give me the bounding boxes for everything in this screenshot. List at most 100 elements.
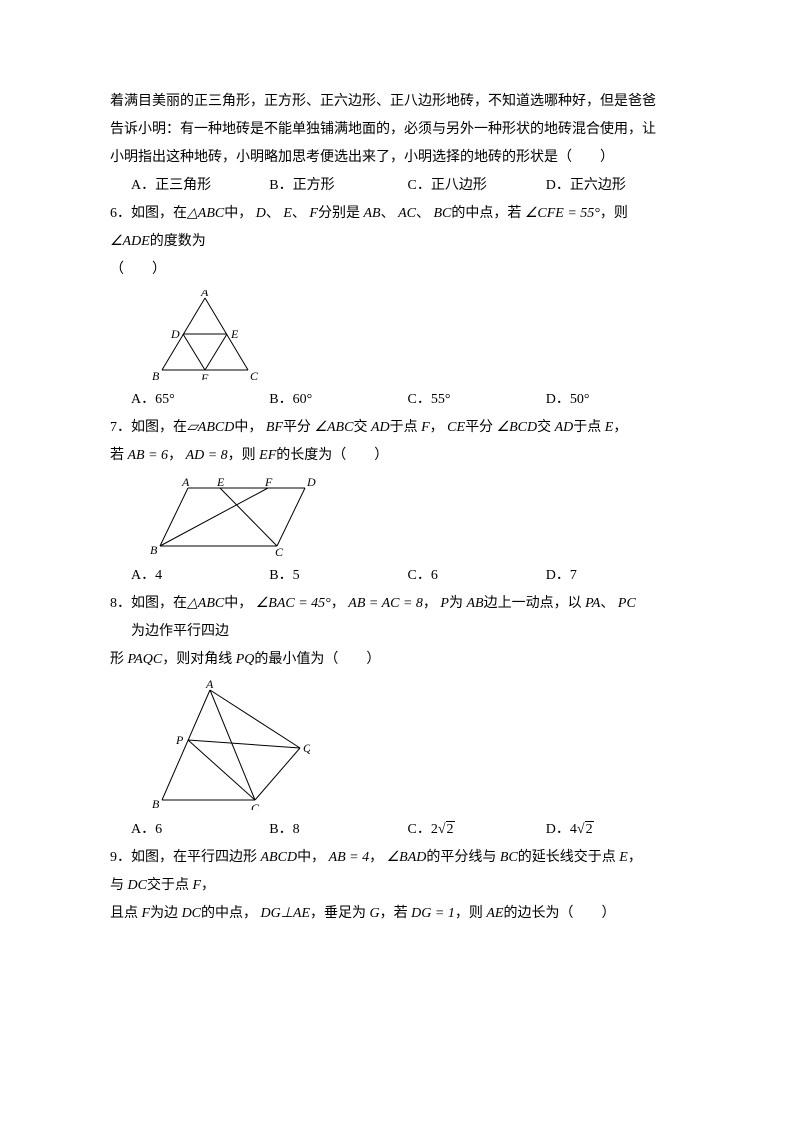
q8-optB: B．8 xyxy=(269,816,407,844)
q8-t2: 中， xyxy=(224,596,252,611)
svg-text:E: E xyxy=(216,476,225,489)
q8-t10: 的最小值为（ ） xyxy=(254,652,380,667)
q9-dg1: DG = 1 xyxy=(411,906,455,921)
q7-ad: AD xyxy=(371,420,390,435)
q6-figure: ABCDEF xyxy=(150,290,684,380)
q6-cfe: ∠CFE = 55° xyxy=(525,206,600,221)
q9-t5: 的延长线交于点 xyxy=(518,850,616,865)
q5-optD: D．正六边形 xyxy=(546,172,684,200)
q8-p: P xyxy=(440,596,449,611)
q6-d: D xyxy=(256,206,266,221)
q8-abac: AB = AC = 8 xyxy=(348,596,423,611)
q5-optB: B．正方形 xyxy=(269,172,407,200)
q8-pq: PQ xyxy=(236,652,255,667)
q9-dc2: DC xyxy=(182,906,201,921)
q8-optC-rad: 2 xyxy=(446,821,455,837)
q8-line3: 形 PAQC，则对角线 PQ的最小值为（ ） xyxy=(110,646,684,674)
q7-parallelogram-svg: A E F D B C xyxy=(150,476,320,556)
q9-ae: AE xyxy=(486,906,503,921)
q7-ab6: AB = 6 xyxy=(128,448,169,463)
q8-line1: 8．如图，在△ABC中， ∠BAC = 45°， AB = AC = 8， P为… xyxy=(110,590,684,618)
q8-t5: 为 xyxy=(449,596,463,611)
q9-t15: ，则 xyxy=(455,906,483,921)
q9-t10: 且点 xyxy=(110,906,138,921)
q5-optA: A．正三角形 xyxy=(131,172,269,200)
q8-figure: ABCPQ xyxy=(150,680,684,810)
q9-t14: ，若 xyxy=(380,906,408,921)
q6-t9: ，则 xyxy=(600,206,628,221)
sqrt-icon: 2 xyxy=(438,816,455,844)
q7-t7: 平分 xyxy=(465,420,493,435)
q8-triangle-svg: ABCPQ xyxy=(150,680,310,810)
q6-abc: △ABC xyxy=(187,206,224,221)
q8-t7: 、 xyxy=(600,596,614,611)
q6-line3: （ ） xyxy=(110,256,684,284)
q7-t4: 交 xyxy=(353,420,367,435)
q6-optD: D．50° xyxy=(546,386,684,414)
q7-t5: 于点 xyxy=(390,420,418,435)
q9-line3: 且点 F为边 DC的中点， DG⊥AE，垂足为 G，若 DG = 1，则 AE的… xyxy=(110,900,684,928)
svg-text:D: D xyxy=(170,327,180,341)
q6-e: E xyxy=(283,206,292,221)
q6-t6: 、 xyxy=(381,206,395,221)
q7-line1: 7．如图，在▱ABCD中， BF平分 ∠ABC交 AD于点 F， CE平分 ∠B… xyxy=(110,414,684,442)
svg-text:C: C xyxy=(275,545,284,556)
q8-optC-coef: 2 xyxy=(431,822,438,837)
q9-t3: ， xyxy=(369,850,383,865)
q6-line2: ∠ADE的度数为 xyxy=(110,228,684,256)
svg-text:C: C xyxy=(250,369,259,380)
q6-t4: 、 xyxy=(292,206,306,221)
q9-dc: DC xyxy=(128,878,147,893)
q6-line1: 6．如图，在△ABC中， D、 E、 F分别是 AB、 AC、 BC的中点，若 … xyxy=(110,200,684,228)
svg-text:C: C xyxy=(251,801,260,810)
q9-f2: F xyxy=(142,906,151,921)
q7-t13: ，则 xyxy=(228,448,256,463)
q7-abc: ∠ABC xyxy=(314,420,353,435)
svg-text:A: A xyxy=(200,290,209,299)
q6-ade: ∠ADE xyxy=(110,234,150,249)
q5-line2: 告诉小明：有一种地砖是不能单独铺满地面的，必须与另外一种形状的地砖混合使用，让 xyxy=(110,116,684,144)
q9-t8: 交于点 xyxy=(147,878,189,893)
q7-ef: EF xyxy=(259,448,276,463)
q9-bc: BC xyxy=(500,850,518,865)
q7-t8: 交 xyxy=(537,420,551,435)
q9-f: F xyxy=(192,878,201,893)
q8-t9: ，则对角线 xyxy=(162,652,232,667)
svg-text:F: F xyxy=(264,476,273,489)
q8-bac: ∠BAC = 45° xyxy=(256,596,331,611)
q9-t4: 的平分线与 xyxy=(426,850,496,865)
q6-f: F xyxy=(309,206,318,221)
q7-t6: ， xyxy=(430,420,444,435)
q6-triangle-svg: ABCDEF xyxy=(150,290,260,380)
q8-optC: C．22 xyxy=(408,816,546,844)
svg-text:D: D xyxy=(306,476,316,489)
q9-t2: 中， xyxy=(297,850,325,865)
q8-t3: ， xyxy=(331,596,345,611)
q7-optB: B．5 xyxy=(269,562,407,590)
q6-optB: B．60° xyxy=(269,386,407,414)
q5-line3: 小明指出这种地砖，小明略加思考便选出来了，小明选择的地砖的形状是（ ） xyxy=(110,144,684,172)
q5-options: A．正三角形 B．正方形 C．正八边形 D．正六边形 xyxy=(131,172,684,200)
q9-t7: 与 xyxy=(110,878,124,893)
q7-t3: 平分 xyxy=(283,420,311,435)
q8-t8: 形 xyxy=(110,652,124,667)
svg-text:B: B xyxy=(152,369,160,380)
svg-text:B: B xyxy=(150,543,158,556)
q6-bc: BC xyxy=(433,206,451,221)
svg-text:Q: Q xyxy=(303,741,310,755)
q8-pa: PA xyxy=(585,596,600,611)
svg-text:A: A xyxy=(181,476,190,489)
sqrt-icon: 2 xyxy=(577,816,594,844)
q9-ab4: AB = 4 xyxy=(329,850,370,865)
q7-f: F xyxy=(421,420,430,435)
q9-abcd: ABCD xyxy=(261,850,298,865)
q9-t1: 9．如图，在平行四边形 xyxy=(110,850,257,865)
q9-g: G xyxy=(370,906,380,921)
q8-optA: A．6 xyxy=(131,816,269,844)
q6-ab: AB xyxy=(363,206,380,221)
q7-t12: ， xyxy=(168,448,182,463)
q8-options: A．6 B．8 C．22 D．42 xyxy=(131,816,684,844)
q7-ad2: AD xyxy=(555,420,574,435)
q5-optC: C．正八边形 xyxy=(408,172,546,200)
q7-t2: 中， xyxy=(234,420,262,435)
